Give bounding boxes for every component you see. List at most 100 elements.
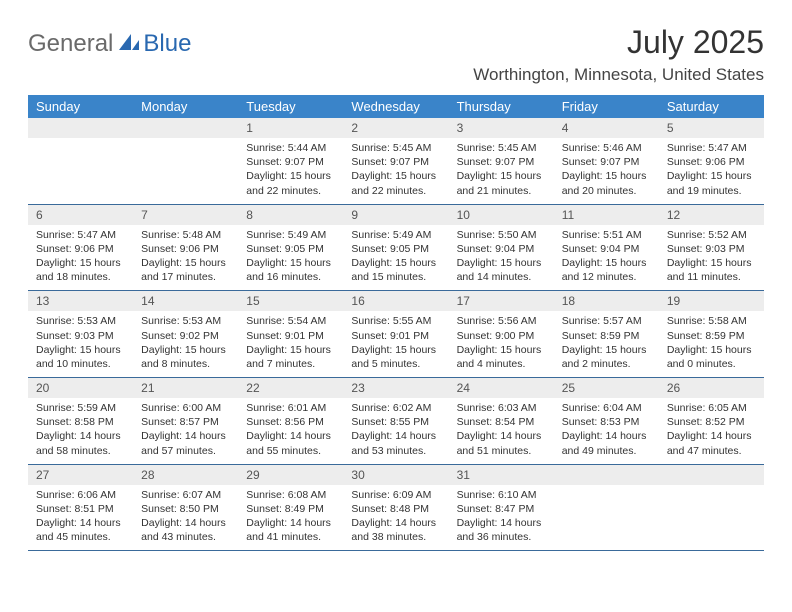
- daylight-text: Daylight: 15 hours and 16 minutes.: [246, 256, 335, 284]
- day-header-cell: Wednesday: [343, 95, 448, 118]
- day-cell: 16Sunrise: 5:55 AMSunset: 9:01 PMDayligh…: [343, 291, 448, 377]
- day-header-cell: Saturday: [659, 95, 764, 118]
- day-cell: 24Sunrise: 6:03 AMSunset: 8:54 PMDayligh…: [449, 378, 554, 464]
- day-body: Sunrise: 6:03 AMSunset: 8:54 PMDaylight:…: [449, 398, 554, 464]
- day-cell: 1Sunrise: 5:44 AMSunset: 9:07 PMDaylight…: [238, 118, 343, 204]
- sunrise-text: Sunrise: 5:56 AM: [457, 314, 546, 328]
- day-header-cell: Friday: [554, 95, 659, 118]
- day-number: 9: [343, 205, 448, 225]
- sunrise-text: Sunrise: 5:48 AM: [141, 228, 230, 242]
- logo-text-general: General: [28, 30, 113, 58]
- day-number: 2: [343, 118, 448, 138]
- daylight-text: Daylight: 15 hours and 22 minutes.: [246, 169, 335, 197]
- day-number: 11: [554, 205, 659, 225]
- day-body: Sunrise: 6:02 AMSunset: 8:55 PMDaylight:…: [343, 398, 448, 464]
- day-cell: 28Sunrise: 6:07 AMSunset: 8:50 PMDayligh…: [133, 465, 238, 551]
- sunset-text: Sunset: 9:07 PM: [246, 155, 335, 169]
- sunset-text: Sunset: 8:53 PM: [562, 415, 651, 429]
- daylight-text: Daylight: 15 hours and 10 minutes.: [36, 343, 125, 371]
- day-body: Sunrise: 6:01 AMSunset: 8:56 PMDaylight:…: [238, 398, 343, 464]
- sunset-text: Sunset: 9:01 PM: [351, 329, 440, 343]
- day-body: Sunrise: 5:51 AMSunset: 9:04 PMDaylight:…: [554, 225, 659, 291]
- sunrise-text: Sunrise: 5:47 AM: [36, 228, 125, 242]
- day-number: 1: [238, 118, 343, 138]
- day-body: Sunrise: 5:58 AMSunset: 8:59 PMDaylight:…: [659, 311, 764, 377]
- sunset-text: Sunset: 8:54 PM: [457, 415, 546, 429]
- sunset-text: Sunset: 8:55 PM: [351, 415, 440, 429]
- sunset-text: Sunset: 8:50 PM: [141, 502, 230, 516]
- daylight-text: Daylight: 15 hours and 18 minutes.: [36, 256, 125, 284]
- day-cell: 19Sunrise: 5:58 AMSunset: 8:59 PMDayligh…: [659, 291, 764, 377]
- day-cell: 4Sunrise: 5:46 AMSunset: 9:07 PMDaylight…: [554, 118, 659, 204]
- day-number: [659, 465, 764, 485]
- day-body: Sunrise: 5:55 AMSunset: 9:01 PMDaylight:…: [343, 311, 448, 377]
- day-body: Sunrise: 5:50 AMSunset: 9:04 PMDaylight:…: [449, 225, 554, 291]
- day-body: Sunrise: 5:53 AMSunset: 9:03 PMDaylight:…: [28, 311, 133, 377]
- day-body: Sunrise: 6:00 AMSunset: 8:57 PMDaylight:…: [133, 398, 238, 464]
- day-body: Sunrise: 6:05 AMSunset: 8:52 PMDaylight:…: [659, 398, 764, 464]
- daylight-text: Daylight: 14 hours and 38 minutes.: [351, 516, 440, 544]
- daylight-text: Daylight: 15 hours and 11 minutes.: [667, 256, 756, 284]
- day-number: 14: [133, 291, 238, 311]
- sunrise-text: Sunrise: 5:45 AM: [457, 141, 546, 155]
- month-title: July 2025: [473, 24, 764, 61]
- sunset-text: Sunset: 8:57 PM: [141, 415, 230, 429]
- sunset-text: Sunset: 8:47 PM: [457, 502, 546, 516]
- day-number: 20: [28, 378, 133, 398]
- day-cell: 21Sunrise: 6:00 AMSunset: 8:57 PMDayligh…: [133, 378, 238, 464]
- sunrise-text: Sunrise: 6:03 AM: [457, 401, 546, 415]
- day-cell: 7Sunrise: 5:48 AMSunset: 9:06 PMDaylight…: [133, 205, 238, 291]
- day-body: Sunrise: 5:46 AMSunset: 9:07 PMDaylight:…: [554, 138, 659, 204]
- day-cell: 9Sunrise: 5:49 AMSunset: 9:05 PMDaylight…: [343, 205, 448, 291]
- day-cell: 26Sunrise: 6:05 AMSunset: 8:52 PMDayligh…: [659, 378, 764, 464]
- sunset-text: Sunset: 9:07 PM: [457, 155, 546, 169]
- day-body: Sunrise: 5:44 AMSunset: 9:07 PMDaylight:…: [238, 138, 343, 204]
- sunset-text: Sunset: 9:02 PM: [141, 329, 230, 343]
- day-body: Sunrise: 5:53 AMSunset: 9:02 PMDaylight:…: [133, 311, 238, 377]
- sunset-text: Sunset: 8:58 PM: [36, 415, 125, 429]
- day-number: 3: [449, 118, 554, 138]
- day-cell: 12Sunrise: 5:52 AMSunset: 9:03 PMDayligh…: [659, 205, 764, 291]
- day-header-cell: Tuesday: [238, 95, 343, 118]
- day-body: Sunrise: 5:47 AMSunset: 9:06 PMDaylight:…: [659, 138, 764, 204]
- day-header-cell: Thursday: [449, 95, 554, 118]
- sunset-text: Sunset: 9:06 PM: [667, 155, 756, 169]
- title-block: July 2025 Worthington, Minnesota, United…: [473, 24, 764, 85]
- day-body: Sunrise: 5:56 AMSunset: 9:00 PMDaylight:…: [449, 311, 554, 377]
- weeks-container: 1Sunrise: 5:44 AMSunset: 9:07 PMDaylight…: [28, 118, 764, 551]
- day-number: [554, 465, 659, 485]
- daylight-text: Daylight: 15 hours and 20 minutes.: [562, 169, 651, 197]
- day-cell: 10Sunrise: 5:50 AMSunset: 9:04 PMDayligh…: [449, 205, 554, 291]
- sunrise-text: Sunrise: 5:59 AM: [36, 401, 125, 415]
- day-cell: 5Sunrise: 5:47 AMSunset: 9:06 PMDaylight…: [659, 118, 764, 204]
- daylight-text: Daylight: 14 hours and 58 minutes.: [36, 429, 125, 457]
- day-cell: 15Sunrise: 5:54 AMSunset: 9:01 PMDayligh…: [238, 291, 343, 377]
- daylight-text: Daylight: 15 hours and 2 minutes.: [562, 343, 651, 371]
- daylight-text: Daylight: 15 hours and 5 minutes.: [351, 343, 440, 371]
- sunset-text: Sunset: 9:06 PM: [141, 242, 230, 256]
- day-body: Sunrise: 6:06 AMSunset: 8:51 PMDaylight:…: [28, 485, 133, 551]
- day-number: 16: [343, 291, 448, 311]
- day-number: 22: [238, 378, 343, 398]
- sunset-text: Sunset: 9:05 PM: [246, 242, 335, 256]
- sunset-text: Sunset: 9:06 PM: [36, 242, 125, 256]
- day-cell: [133, 118, 238, 204]
- day-cell: 14Sunrise: 5:53 AMSunset: 9:02 PMDayligh…: [133, 291, 238, 377]
- day-body: Sunrise: 5:45 AMSunset: 9:07 PMDaylight:…: [343, 138, 448, 204]
- daylight-text: Daylight: 15 hours and 8 minutes.: [141, 343, 230, 371]
- daylight-text: Daylight: 15 hours and 4 minutes.: [457, 343, 546, 371]
- day-body: Sunrise: 5:52 AMSunset: 9:03 PMDaylight:…: [659, 225, 764, 291]
- daylight-text: Daylight: 15 hours and 7 minutes.: [246, 343, 335, 371]
- day-number: 19: [659, 291, 764, 311]
- day-body: Sunrise: 5:45 AMSunset: 9:07 PMDaylight:…: [449, 138, 554, 204]
- day-body: Sunrise: 5:59 AMSunset: 8:58 PMDaylight:…: [28, 398, 133, 464]
- sunset-text: Sunset: 8:56 PM: [246, 415, 335, 429]
- location-text: Worthington, Minnesota, United States: [473, 65, 764, 85]
- sunrise-text: Sunrise: 6:01 AM: [246, 401, 335, 415]
- week-row: 20Sunrise: 5:59 AMSunset: 8:58 PMDayligh…: [28, 378, 764, 465]
- day-body: Sunrise: 6:09 AMSunset: 8:48 PMDaylight:…: [343, 485, 448, 551]
- daylight-text: Daylight: 14 hours and 57 minutes.: [141, 429, 230, 457]
- day-number: 15: [238, 291, 343, 311]
- sunrise-text: Sunrise: 6:07 AM: [141, 488, 230, 502]
- day-number: 21: [133, 378, 238, 398]
